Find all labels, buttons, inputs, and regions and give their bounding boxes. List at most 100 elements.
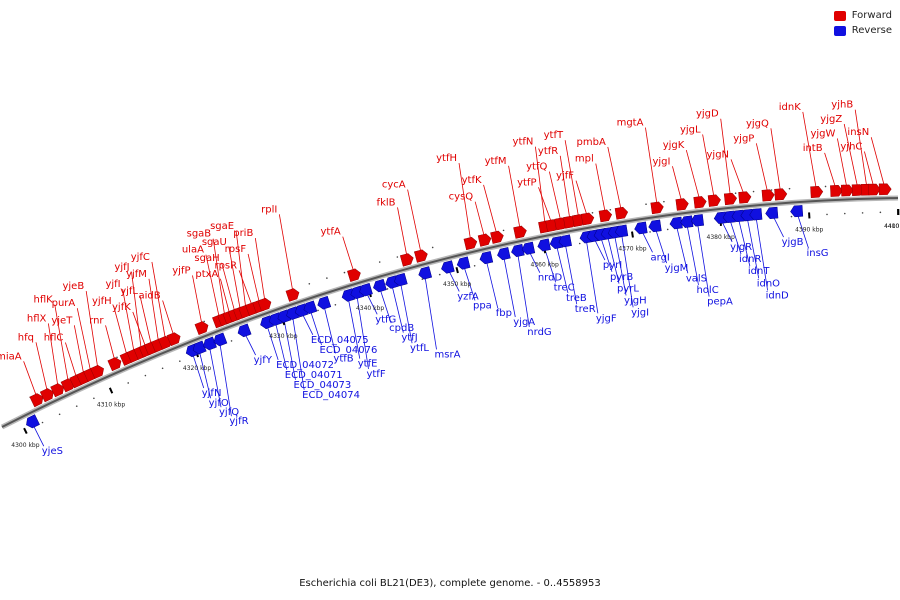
forward-gene-label: ptxA <box>195 269 218 280</box>
reverse-gene-arrow[interactable] <box>201 336 217 352</box>
label-guide-line <box>645 127 658 208</box>
reverse-gene-arrow[interactable] <box>372 278 387 293</box>
label-guide-line <box>802 111 818 192</box>
forward-gene-arrow[interactable] <box>580 212 595 226</box>
reverse-gene-arrow[interactable] <box>680 215 694 228</box>
label-guide-line <box>837 138 848 191</box>
forward-gene-arrow[interactable] <box>166 331 182 347</box>
label-guide-line <box>559 155 571 222</box>
forward-gene-arrow[interactable] <box>90 364 105 379</box>
label-guide-line <box>564 140 580 221</box>
forward-gene-arrow[interactable] <box>878 183 892 196</box>
forward-gene-arrow[interactable] <box>810 186 824 199</box>
label-guide-line <box>555 242 569 294</box>
reverse-gene-arrow[interactable] <box>521 241 536 255</box>
forward-gene-label: idnK <box>779 102 801 113</box>
forward-gene-arrow[interactable] <box>285 287 301 302</box>
label-guide-line <box>654 226 668 264</box>
label-guide-line <box>278 214 294 295</box>
reverse-gene-arrow[interactable] <box>417 266 433 281</box>
forward-gene-label: aidB <box>138 290 160 301</box>
reverse-gene-arrow[interactable] <box>537 238 551 252</box>
reverse-gene-label: nrdG <box>527 327 551 338</box>
reverse-gene-label: fbp <box>496 308 512 319</box>
label-guide-line <box>696 220 710 297</box>
reverse-gene-arrow[interactable] <box>749 208 763 221</box>
forward-gene-arrow[interactable] <box>107 356 123 372</box>
forward-gene-arrow[interactable] <box>29 392 46 408</box>
label-guide-line <box>228 246 242 313</box>
forward-gene-arrow[interactable] <box>761 189 775 202</box>
reverse-gene-arrow[interactable] <box>496 247 511 261</box>
forward-gene-arrow[interactable] <box>414 249 428 263</box>
forward-gene-arrow[interactable] <box>463 236 478 251</box>
forward-gene-label: ytfM <box>485 156 507 167</box>
forward-gene-arrow[interactable] <box>513 225 528 239</box>
reverse-gene-label: ytfB <box>333 353 353 364</box>
forward-gene-label: mpl <box>575 154 594 165</box>
reverse-gene-arrow[interactable] <box>316 295 332 310</box>
forward-gene-arrow[interactable] <box>614 206 629 220</box>
label-guide-line <box>770 128 782 195</box>
forward-gene-arrow[interactable] <box>693 196 707 209</box>
forward-gene-label: sgaU <box>202 237 227 248</box>
axis-tick-label: 4370 kbp <box>618 246 646 253</box>
reverse-gene-arrow[interactable] <box>24 414 40 430</box>
reverse-gene-arrow[interactable] <box>440 260 455 275</box>
forward-gene-arrow[interactable] <box>598 209 613 223</box>
forward-gene-label: sgaH <box>194 253 219 264</box>
reverse-gene-arrow[interactable] <box>765 206 779 219</box>
reverse-gene-arrow[interactable] <box>558 234 572 248</box>
forward-gene-arrow[interactable] <box>50 382 67 398</box>
label-guide-line <box>65 342 78 381</box>
label-guide-line <box>407 189 422 256</box>
forward-gene-arrow[interactable] <box>868 183 881 196</box>
forward-gene-arrow[interactable] <box>477 233 492 247</box>
forward-gene-arrow[interactable] <box>650 201 664 215</box>
reverse-gene-arrow[interactable] <box>456 256 471 271</box>
forward-gene-arrow[interactable] <box>675 198 689 211</box>
forward-gene-arrow[interactable] <box>830 185 843 197</box>
label-guide-line <box>548 171 562 224</box>
forward-gene-label: miaA <box>0 351 22 362</box>
forward-gene-label: yjfM <box>126 269 147 280</box>
forward-gene-label: hflK <box>34 295 54 306</box>
reverse-gene-label: ppa <box>473 301 492 312</box>
reverse-gene-arrow[interactable] <box>614 224 629 238</box>
label-guide-line <box>474 201 486 240</box>
reverse-swatch <box>833 25 846 36</box>
forward-gene-arrow[interactable] <box>723 192 737 206</box>
reverse-gene-arrow[interactable] <box>236 323 252 338</box>
reverse-gene-arrow[interactable] <box>648 219 662 233</box>
forward-gene-arrow[interactable] <box>707 194 721 207</box>
reverse-gene-label: ytfL <box>410 343 429 354</box>
forward-gene-arrow[interactable] <box>399 252 414 267</box>
reverse-gene-arrow[interactable] <box>479 251 494 265</box>
forward-gene-label: yjgZ <box>820 114 842 125</box>
reverse-gene-arrow[interactable] <box>669 216 683 230</box>
reverse-gene-arrow[interactable] <box>358 282 373 297</box>
forward-gene-arrow[interactable] <box>840 184 854 197</box>
reverse-gene-arrow[interactable] <box>191 340 207 356</box>
reverse-gene-arrow[interactable] <box>790 205 804 218</box>
forward-gene-arrow[interactable] <box>738 191 752 204</box>
reverse-gene-arrow[interactable] <box>302 300 318 315</box>
reverse-gene-label: yjfO <box>209 398 229 409</box>
reverse-gene-arrow[interactable] <box>634 221 648 235</box>
label-guide-line <box>508 165 521 232</box>
reverse-gene-arrow[interactable] <box>510 243 525 257</box>
forward-gene-arrow[interactable] <box>39 387 56 403</box>
forward-gene-arrow[interactable] <box>347 268 362 282</box>
forward-gene-arrow[interactable] <box>490 230 504 244</box>
reverse-gene-arrow[interactable] <box>690 214 704 227</box>
reverse-gene-arrow[interactable] <box>393 272 408 287</box>
forward-gene-label: rpsR <box>214 260 237 271</box>
forward-gene-arrow[interactable] <box>774 188 788 201</box>
forward-gene-arrow[interactable] <box>194 320 210 336</box>
label-guide-line <box>238 270 254 309</box>
label-guide-line <box>73 325 85 378</box>
reverse-gene-label: yjgI <box>631 307 649 318</box>
forward-gene-label: ytfN <box>513 137 534 148</box>
forward-gene-arrow[interactable] <box>257 297 273 312</box>
reverse-gene-arrow[interactable] <box>212 332 228 348</box>
